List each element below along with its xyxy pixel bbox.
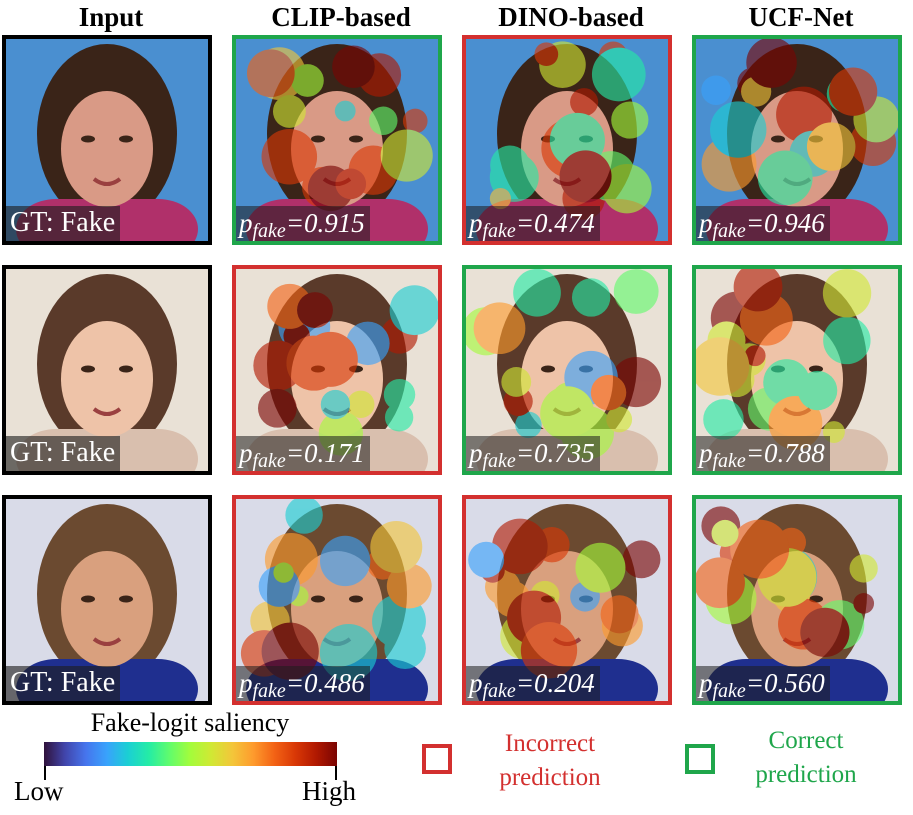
incorrect-key-line1: Incorrect (504, 730, 596, 757)
colorbar-high-label: High (302, 776, 356, 806)
prob-subscript: fake (252, 220, 286, 242)
prob-symbol: p (239, 668, 253, 698)
saliency-heatmap (236, 499, 438, 701)
colorbar-high-tick (335, 766, 337, 780)
saliency-cell-dino-based: pfake=0.204 (462, 495, 672, 705)
colorbar-low-label: Low (14, 776, 64, 806)
prob-value: =0.735 (515, 438, 595, 468)
fake-probability-label: pfake=0.486 (236, 666, 370, 701)
saliency-heatmap (466, 269, 668, 471)
prob-value: =0.486 (285, 668, 365, 698)
ground-truth-label: GT: Fake (6, 666, 121, 701)
input-image-cell: GT: Fake (2, 265, 212, 475)
prob-subscript: fake (252, 450, 286, 472)
prob-symbol: p (469, 438, 483, 468)
fake-probability-label: pfake=0.946 (696, 206, 830, 241)
saliency-cell-clip-based: pfake=0.915 (232, 35, 442, 245)
prob-symbol: p (239, 438, 253, 468)
saliency-cell-clip-based: pfake=0.171 (232, 265, 442, 475)
correct-key-label: Correct prediction (726, 724, 886, 792)
correct-key-box (685, 744, 715, 774)
incorrect-key-box (422, 744, 452, 774)
saliency-cell-clip-based: pfake=0.486 (232, 495, 442, 705)
saliency-cell-ucf-net: pfake=0.560 (692, 495, 902, 705)
saliency-cell-ucf-net: pfake=0.788 (692, 265, 902, 475)
incorrect-key-line2: prediction (499, 764, 601, 791)
fake-probability-label: pfake=0.560 (696, 666, 830, 701)
column-header-input: Input (78, 2, 144, 32)
fake-probability-label: pfake=0.204 (466, 666, 600, 701)
prob-value: =0.915 (285, 208, 365, 238)
fake-probability-label: pfake=0.171 (236, 436, 370, 471)
prob-subscript: fake (482, 220, 516, 242)
prob-value: =0.474 (515, 208, 595, 238)
correct-key-line1: Correct (768, 727, 844, 754)
ground-truth-label: GT: Fake (6, 436, 121, 471)
fake-probability-label: pfake=0.474 (466, 206, 600, 241)
input-image-cell: GT: Fake (2, 35, 212, 245)
input-image-cell: GT: Fake (2, 495, 212, 705)
prob-subscript: fake (482, 450, 516, 472)
saliency-cell-dino-based: pfake=0.474 (462, 35, 672, 245)
ground-truth-label: GT: Fake (6, 206, 121, 241)
fake-probability-label: pfake=0.788 (696, 436, 830, 471)
incorrect-key-label: Incorrect prediction (470, 727, 630, 795)
prob-value: =0.204 (515, 668, 595, 698)
colorbar-low-tick (44, 766, 46, 780)
saliency-cell-dino-based: pfake=0.735 (462, 265, 672, 475)
column-header-ucf: UCF-Net (748, 2, 854, 32)
prob-subscript: fake (712, 450, 746, 472)
prob-symbol: p (699, 668, 713, 698)
fake-probability-label: pfake=0.735 (466, 436, 600, 471)
prob-value: =0.560 (745, 668, 825, 698)
prob-symbol: p (699, 208, 713, 238)
prob-symbol: p (469, 668, 483, 698)
prob-value: =0.946 (745, 208, 825, 238)
saliency-legend-title: Fake-logit saliency (90, 708, 290, 737)
prob-symbol: p (239, 208, 253, 238)
prob-subscript: fake (712, 680, 746, 702)
saliency-cell-ucf-net: pfake=0.946 (692, 35, 902, 245)
prob-value: =0.788 (745, 438, 825, 468)
prob-subscript: fake (712, 220, 746, 242)
prob-subscript: fake (482, 680, 516, 702)
correct-key-line2: prediction (755, 761, 857, 788)
prob-value: =0.171 (285, 438, 365, 468)
column-header-clip: CLIP-based (271, 2, 411, 32)
prob-symbol: p (469, 208, 483, 238)
prob-subscript: fake (252, 680, 286, 702)
fake-probability-label: pfake=0.915 (236, 206, 370, 241)
saliency-colorbar (44, 742, 337, 766)
column-header-dino: DINO-based (498, 2, 644, 32)
prob-symbol: p (699, 438, 713, 468)
